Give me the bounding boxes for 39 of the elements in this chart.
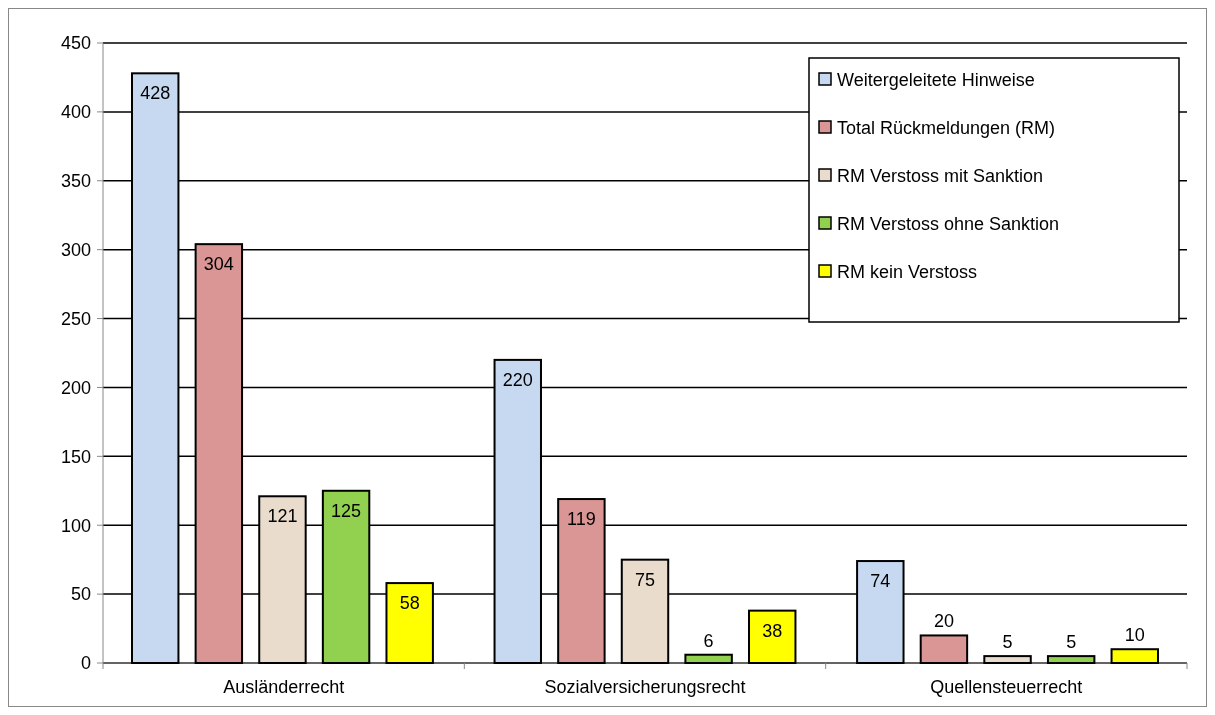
- x-tick-label: Ausländerrecht: [223, 677, 345, 697]
- data-label: 6: [703, 630, 714, 651]
- data-label: 5: [1066, 632, 1077, 653]
- legend-label: RM Verstoss mit Sanktion: [837, 166, 1044, 187]
- y-tick-label: 50: [70, 584, 91, 605]
- bar: [1046, 655, 1096, 664]
- bar: [684, 653, 733, 664]
- data-label: 20: [933, 611, 954, 632]
- data-label: 304: [203, 254, 234, 275]
- y-tick-label: 100: [60, 515, 91, 536]
- legend-label: Total Rückmeldungen (RM): [837, 118, 1056, 139]
- y-tick-label: 150: [60, 446, 91, 467]
- y-tick-label: 0: [80, 653, 91, 674]
- y-tick-label: 450: [60, 33, 91, 54]
- legend-label: RM Verstoss ohne Sanktion: [837, 214, 1060, 235]
- data-label: 10: [1124, 625, 1145, 646]
- data-label: 75: [634, 569, 656, 590]
- x-tick-label: Sozialversicherungsrecht: [544, 677, 746, 697]
- bar: [1110, 648, 1159, 664]
- bar: [983, 655, 1032, 664]
- data-label: 119: [567, 509, 596, 530]
- y-tick-label: 400: [60, 102, 91, 123]
- legend-label: Weitergeleitete Hinweise: [837, 70, 1035, 91]
- x-tick-label: Quellensteuerrecht: [930, 677, 1083, 697]
- data-label: 58: [399, 593, 420, 614]
- bar: [748, 609, 797, 664]
- data-label: 220: [502, 369, 533, 390]
- data-label: 125: [331, 500, 362, 521]
- data-label: 74: [870, 571, 891, 592]
- y-tick-label: 300: [60, 239, 91, 260]
- data-label: 38: [762, 620, 783, 641]
- data-label: 428: [140, 83, 171, 104]
- y-tick-label: 250: [60, 308, 91, 329]
- bar: [919, 634, 969, 664]
- y-tick-label: 200: [60, 377, 91, 398]
- legend-label: RM kein Verstoss: [837, 262, 978, 283]
- data-label: 121: [267, 506, 298, 527]
- y-tick-label: 350: [60, 171, 91, 192]
- data-label: 5: [1002, 632, 1013, 653]
